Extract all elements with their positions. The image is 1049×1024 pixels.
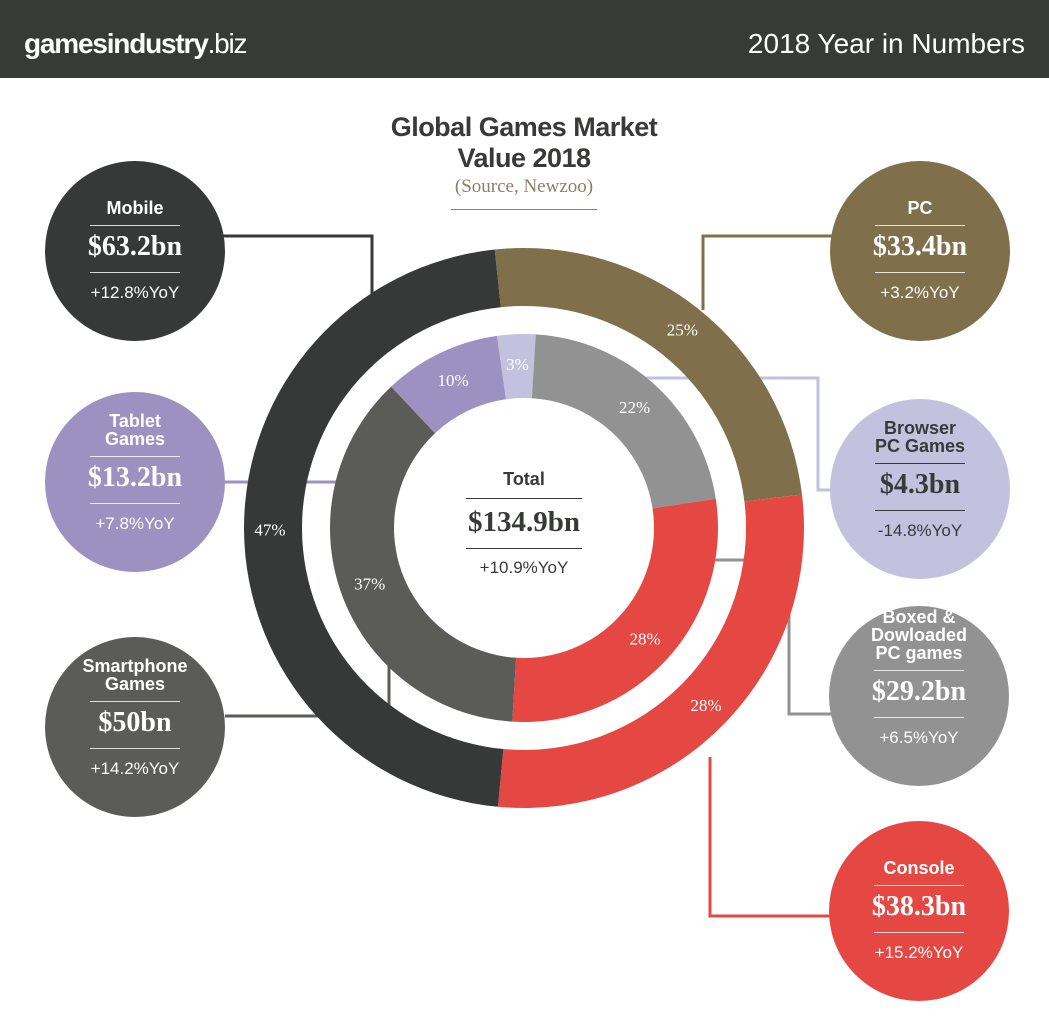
divider	[90, 503, 180, 504]
bubble-name: Smartphone Games	[82, 656, 188, 694]
connector-line	[708, 757, 832, 918]
bubble-name: Console	[883, 858, 955, 878]
connector-line	[701, 234, 832, 310]
outer-slice-mobile	[243, 249, 504, 807]
divider	[90, 225, 180, 226]
bubble-name: Browser PC Games	[874, 418, 966, 456]
divider	[875, 225, 965, 226]
divider	[875, 463, 965, 464]
bubble-value: $63.2bn	[87, 231, 183, 262]
total-summary: Total $134.9bn +10.9%YoY	[434, 466, 614, 586]
site-logo[interactable]: gamesindustry.biz	[24, 28, 248, 60]
pc-bubble: PC $33.4bn +3.2%YoY	[830, 161, 1010, 341]
bubble-value: $38.3bn	[871, 891, 967, 922]
outer-ring	[243, 248, 804, 808]
inner-ring	[329, 333, 718, 722]
divider	[874, 932, 964, 933]
percent-labels: 25% 28% 47% 3% 22% 28% 37% 10%	[254, 320, 721, 715]
divider	[466, 498, 582, 499]
total-value: $134.9bn	[467, 506, 580, 538]
inner-percent-label: 37%	[354, 575, 385, 594]
inner-percent-label: 3%	[506, 355, 529, 374]
divider	[90, 272, 180, 273]
bubble-yoy: +12.8%YoY	[90, 283, 180, 302]
header-bar: gamesindustry.biz 2018 Year in Numbers	[0, 0, 1049, 78]
outer-slice-pc	[494, 248, 802, 502]
logo-main: gamesindustry	[24, 28, 209, 59]
total-yoy: +10.9%YoY	[479, 558, 569, 577]
bubble-yoy: +3.2%YoY	[880, 283, 960, 302]
divider	[90, 701, 180, 702]
divider	[466, 548, 582, 549]
inner-slice-smartphone-games	[329, 386, 517, 722]
logo-suffix: .biz	[207, 28, 248, 59]
boxed-downloaded-pc-bubble: Boxed & Dowloaded PC games $29.2bn +6.5%…	[829, 606, 1009, 786]
total-label: Total	[503, 469, 545, 489]
divider	[875, 510, 965, 511]
inner-slice-boxed-dowloaded-pc-games	[531, 334, 716, 509]
connector-line	[511, 376, 832, 492]
bubble-yoy: +14.2%YoY	[90, 759, 180, 778]
inner-percent-label: 28%	[630, 630, 661, 649]
bubble-value: $29.2bn	[871, 676, 967, 707]
divider	[874, 885, 964, 886]
bubble-yoy: -14.8%YoY	[877, 521, 963, 540]
divider	[874, 670, 964, 671]
bubble-value: $50bn	[98, 707, 172, 738]
divider	[90, 456, 180, 457]
bubble-yoy: +6.5%YoY	[879, 728, 959, 747]
inner-percent-label: 10%	[438, 371, 469, 390]
chart-title: Global Games Market Value 2018	[390, 112, 658, 173]
inner-slice-console	[512, 498, 718, 722]
browser-pc-games-bubble: Browser PC Games $4.3bn -14.8%YoY	[830, 399, 1010, 579]
outer-percent-label: 28%	[690, 696, 721, 715]
bubble-name: PC	[907, 198, 933, 218]
bubble-value: $33.4bn	[872, 231, 968, 262]
divider	[875, 272, 965, 273]
connector-line	[222, 234, 374, 298]
bubble-name: Boxed & Dowloaded PC games	[870, 607, 967, 663]
bubble-name: Tablet Games	[104, 411, 166, 449]
outer-percent-label: 47%	[254, 520, 285, 539]
header-title: 2018 Year in Numbers	[747, 28, 1025, 59]
source-underline	[451, 209, 597, 210]
console-bubble: Console $38.3bn +15.2%YoY	[829, 821, 1009, 1001]
mobile-bubble: Mobile $63.2bn +12.8%YoY	[45, 161, 225, 341]
divider	[874, 717, 964, 718]
smartphone-games-bubble: Smartphone Games $50bn +14.2%YoY	[45, 637, 225, 817]
bubble-value: $4.3bn	[879, 469, 961, 500]
inner-slice-browser-pc-games	[497, 333, 536, 400]
inner-slice-tablet-games	[391, 335, 506, 434]
outer-slice-console	[497, 494, 804, 808]
inner-percent-label: 22%	[619, 398, 650, 417]
bubble-yoy: +7.8%YoY	[95, 514, 175, 533]
bubble-value: $13.2bn	[87, 462, 183, 493]
outer-percent-label: 25%	[667, 320, 698, 339]
divider	[90, 748, 180, 749]
bubble-name: Mobile	[106, 198, 164, 218]
tablet-games-bubble: Tablet Games $13.2bn +7.8%YoY	[45, 392, 225, 572]
chart-source: (Source, Newzoo)	[454, 176, 594, 197]
bubble-yoy: +15.2%YoY	[874, 943, 964, 962]
